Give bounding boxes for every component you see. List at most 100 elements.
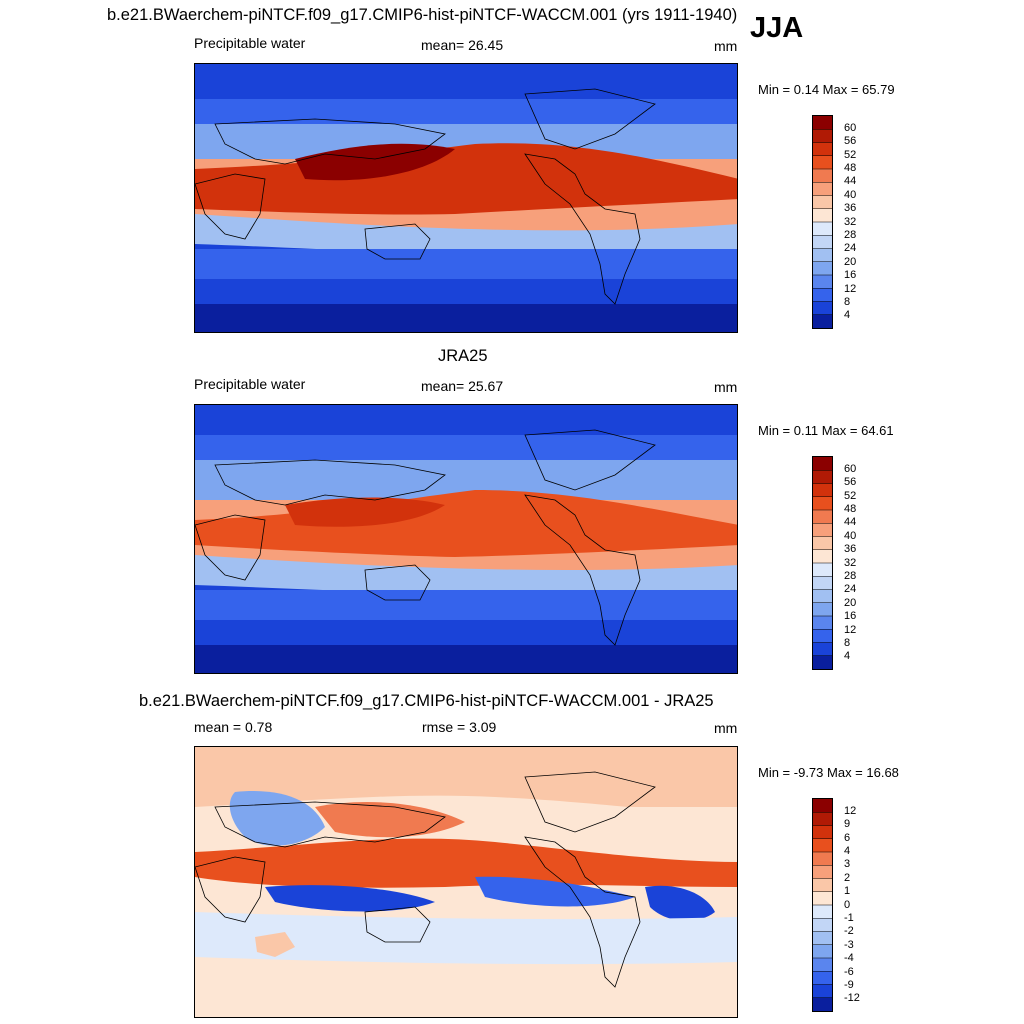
panel1-cb-label: 24 bbox=[844, 242, 857, 254]
panel1-variable: Precipitable water bbox=[194, 35, 306, 51]
panel2-cb-label: 52 bbox=[844, 490, 857, 502]
colorbar-swatch bbox=[813, 457, 832, 471]
panel2-mean: mean= 25.67 bbox=[421, 378, 504, 394]
colorbar-swatch bbox=[813, 931, 832, 946]
panel1-cb-label: 56 bbox=[844, 135, 857, 147]
panel1-map bbox=[194, 63, 738, 333]
colorbar-swatch bbox=[813, 905, 832, 919]
panel2-cb-label: 16 bbox=[844, 610, 857, 622]
panel2-cb-label: 8 bbox=[844, 637, 851, 649]
colorbar-swatch bbox=[813, 301, 832, 316]
panel1-cb-label: 8 bbox=[844, 296, 851, 308]
panel1-mean: mean= 26.45 bbox=[421, 37, 504, 53]
panel3-map bbox=[194, 746, 738, 1018]
panel3-title: b.e21.BWaerchem-piNTCF.f09_g17.CMIP6-his… bbox=[139, 692, 714, 710]
colorbar-swatch bbox=[813, 208, 832, 223]
panel3-colorbar bbox=[812, 798, 833, 1012]
panel2-title: JRA25 bbox=[438, 347, 488, 365]
panel2-colorbar bbox=[812, 456, 833, 670]
panel2-cb-label: 20 bbox=[844, 597, 857, 609]
colorbar-swatch bbox=[813, 642, 832, 657]
panel3-cb-label: -9 bbox=[844, 979, 854, 991]
colorbar-swatch bbox=[813, 958, 832, 972]
colorbar-swatch bbox=[813, 812, 832, 826]
panel1-units: mm bbox=[714, 38, 738, 54]
panel3-cb-label: 4 bbox=[844, 845, 851, 857]
panel3-cb-label: -4 bbox=[844, 952, 854, 964]
colorbar-swatch bbox=[813, 655, 832, 669]
colorbar-swatch bbox=[813, 852, 832, 866]
panel3-cb-label: 3 bbox=[844, 858, 851, 870]
colorbar-swatch bbox=[813, 142, 832, 157]
colorbar-swatch bbox=[813, 288, 832, 302]
panel2-cb-label: 24 bbox=[844, 583, 857, 595]
panel1-cb-label: 44 bbox=[844, 175, 857, 187]
panel1-cb-label: 20 bbox=[844, 256, 857, 268]
colorbar-swatch bbox=[813, 576, 832, 590]
panel3-cb-label: 0 bbox=[844, 899, 851, 911]
colorbar-swatch bbox=[813, 602, 832, 617]
panel3-cb-label: -3 bbox=[844, 939, 854, 951]
panel1-minmax: Min = 0.14 Max = 65.79 bbox=[758, 82, 895, 97]
colorbar-swatch bbox=[813, 536, 832, 551]
colorbar-swatch bbox=[813, 222, 832, 236]
panel1-cb-label: 48 bbox=[844, 162, 857, 174]
colorbar-swatch bbox=[813, 235, 832, 249]
colorbar-swatch bbox=[813, 825, 832, 840]
panel1-cb-label: 16 bbox=[844, 269, 857, 281]
panel2-cb-label: 32 bbox=[844, 557, 857, 569]
panel2-cb-label: 60 bbox=[844, 463, 857, 475]
colorbar-swatch bbox=[813, 314, 832, 328]
panel3-cb-label: 1 bbox=[844, 885, 851, 897]
colorbar-swatch bbox=[813, 496, 832, 511]
panel2-cb-label: 44 bbox=[844, 516, 857, 528]
colorbar-swatch bbox=[813, 799, 832, 813]
panel1-cb-label: 4 bbox=[844, 309, 851, 321]
panel1-cb-label: 32 bbox=[844, 216, 857, 228]
panel1-cb-label: 28 bbox=[844, 229, 857, 241]
colorbar-swatch bbox=[813, 129, 832, 143]
panel2-cb-label: 40 bbox=[844, 530, 857, 542]
panel3-cb-label: -1 bbox=[844, 912, 854, 924]
colorbar-swatch bbox=[813, 878, 832, 893]
panel1-cb-label: 60 bbox=[844, 122, 857, 134]
panel3-rmse: rmse = 3.09 bbox=[422, 719, 497, 735]
panel3-cb-label: 6 bbox=[844, 832, 851, 844]
colorbar-swatch bbox=[813, 195, 832, 210]
colorbar-swatch bbox=[813, 155, 832, 170]
colorbar-swatch bbox=[813, 261, 832, 276]
panel1-cb-label: 40 bbox=[844, 189, 857, 201]
panel1-cb-label: 12 bbox=[844, 283, 857, 295]
panel3-cb-label: 12 bbox=[844, 805, 857, 817]
panel2-cb-label: 56 bbox=[844, 476, 857, 488]
season-label: JJA bbox=[750, 12, 804, 44]
colorbar-swatch bbox=[813, 918, 832, 932]
colorbar-swatch bbox=[813, 984, 832, 999]
colorbar-swatch bbox=[813, 182, 832, 196]
colorbar-swatch bbox=[813, 589, 832, 604]
colorbar-swatch bbox=[813, 616, 832, 630]
panel2-cb-label: 4 bbox=[844, 650, 851, 662]
colorbar-swatch bbox=[813, 997, 832, 1011]
colorbar-swatch bbox=[813, 248, 832, 263]
colorbar-swatch bbox=[813, 563, 832, 577]
colorbar-swatch bbox=[813, 944, 832, 959]
panel2-cb-label: 12 bbox=[844, 624, 857, 636]
panel3-mean: mean = 0.78 bbox=[194, 719, 273, 735]
panel2-minmax: Min = 0.11 Max = 64.61 bbox=[758, 423, 894, 438]
panel2-cb-label: 36 bbox=[844, 543, 857, 555]
panel3-units: mm bbox=[714, 720, 738, 736]
panel1-cb-label: 52 bbox=[844, 149, 857, 161]
colorbar-swatch bbox=[813, 169, 832, 183]
colorbar-swatch bbox=[813, 523, 832, 537]
colorbar-swatch bbox=[813, 470, 832, 484]
panel2-map bbox=[194, 404, 738, 674]
colorbar-swatch bbox=[813, 891, 832, 906]
panel3-cb-label: 2 bbox=[844, 872, 851, 884]
colorbar-swatch bbox=[813, 483, 832, 498]
panel1-title: b.e21.BWaerchem-piNTCF.f09_g17.CMIP6-his… bbox=[107, 6, 738, 24]
colorbar-swatch bbox=[813, 275, 832, 289]
panel2-cb-label: 28 bbox=[844, 570, 857, 582]
colorbar-swatch bbox=[813, 549, 832, 564]
panel1-cb-label: 36 bbox=[844, 202, 857, 214]
